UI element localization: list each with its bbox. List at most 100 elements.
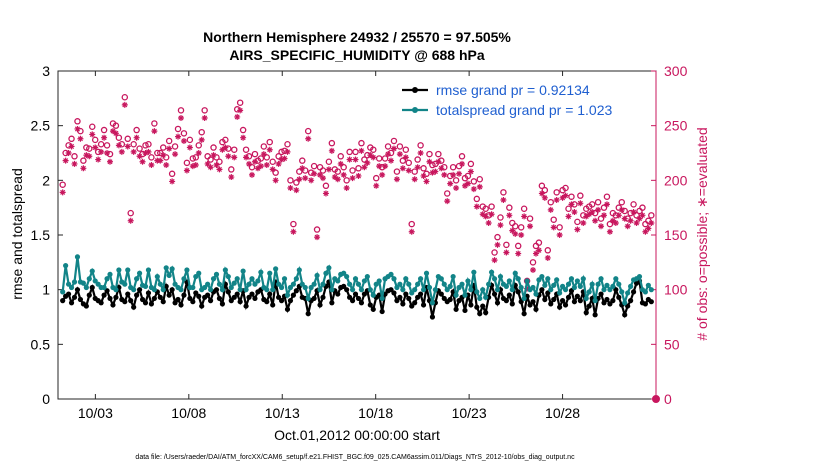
count-possible-marker — [387, 149, 395, 157]
count-possible-marker — [603, 193, 611, 200]
count-possible-marker — [316, 163, 324, 171]
series-point-1 — [580, 276, 586, 282]
count-possible-marker — [284, 141, 291, 148]
count-evaluated-marker — [349, 175, 356, 182]
count-evaluated-marker — [580, 219, 587, 226]
count-possible-marker — [299, 157, 306, 164]
series-point-0 — [68, 300, 75, 306]
count-possible-marker — [535, 239, 543, 246]
count-evaluated-marker — [476, 183, 483, 190]
count-evaluated-marker — [624, 223, 631, 230]
count-possible-marker — [195, 142, 202, 149]
series-point-0 — [417, 291, 424, 297]
count-possible-marker — [405, 159, 413, 167]
count-evaluated-marker — [157, 157, 164, 164]
count-possible-marker — [488, 203, 495, 210]
count-evaluated-marker — [121, 101, 128, 108]
series-point-1 — [524, 278, 530, 284]
count-evaluated-marker — [269, 166, 276, 173]
count-evaluated-marker — [408, 228, 415, 235]
count-possible-marker — [512, 223, 519, 230]
count-possible-marker — [503, 241, 510, 249]
series-point-0 — [267, 291, 273, 297]
series-point-1 — [222, 267, 228, 273]
count-possible-marker — [86, 145, 93, 152]
count-evaluated-marker — [390, 145, 397, 152]
series-point-1 — [388, 271, 394, 277]
count-evaluated-marker — [494, 241, 501, 248]
count-possible-marker — [340, 163, 347, 171]
count-evaluated-marker — [467, 168, 474, 175]
count-evaluated-marker — [364, 159, 371, 166]
series-point-0 — [483, 310, 489, 316]
series-point-1 — [506, 278, 512, 284]
series-point-0 — [515, 289, 521, 295]
count-evaluated-marker — [328, 147, 335, 154]
count-evaluated-marker — [248, 171, 255, 178]
count-evaluated-marker — [112, 130, 119, 137]
series-point-1 — [486, 281, 492, 287]
y-tick-label-right: 250 — [664, 118, 688, 134]
series-point-0 — [506, 292, 512, 298]
count-possible-marker — [287, 177, 294, 184]
series-point-0 — [557, 304, 563, 310]
count-possible-marker — [648, 212, 655, 219]
series-point-0 — [125, 291, 131, 297]
count-possible-marker — [642, 220, 649, 228]
count-possible-marker — [112, 122, 120, 129]
count-possible-marker — [293, 179, 300, 186]
series-point-0 — [311, 295, 317, 302]
count-possible-marker — [532, 242, 540, 250]
series-point-1 — [577, 283, 583, 289]
series-point-1 — [648, 287, 654, 293]
series-point-1 — [539, 273, 545, 280]
count-evaluated-marker — [488, 211, 495, 218]
count-evaluated-marker — [423, 178, 430, 185]
series-point-0 — [349, 298, 356, 304]
count-evaluated-marker — [322, 190, 329, 197]
series-point-0 — [577, 298, 583, 304]
series-point-1 — [326, 265, 332, 271]
series-point-1 — [477, 295, 483, 302]
series-point-1 — [166, 272, 172, 279]
count-possible-marker — [529, 259, 537, 266]
series-point-1 — [429, 300, 436, 306]
count-possible-marker — [83, 144, 90, 151]
series-point-1 — [136, 270, 143, 276]
series-point-0 — [284, 306, 291, 312]
series-point-1 — [225, 273, 231, 280]
count-evaluated-marker — [574, 226, 581, 233]
legend-box — [397, 76, 649, 124]
count-evaluated-marker — [127, 217, 134, 224]
count-possible-marker — [621, 207, 628, 215]
x-tick-label: 10/08 — [171, 405, 206, 421]
y-tick-label-left: 1 — [42, 282, 50, 298]
count-possible-marker — [236, 99, 244, 106]
count-evaluated-marker — [319, 175, 326, 182]
count-evaluated-marker — [615, 212, 622, 219]
series-point-0 — [278, 298, 285, 304]
count-possible-marker — [458, 153, 466, 160]
count-evaluated-marker — [358, 147, 365, 154]
series-point-1 — [160, 287, 166, 293]
series-point-1 — [270, 287, 276, 293]
count-possible-marker — [494, 233, 501, 241]
count-evaluated-marker — [314, 234, 321, 241]
count-possible-marker — [402, 146, 410, 153]
count-possible-marker — [594, 198, 602, 206]
x-tick-label: 10/13 — [265, 405, 300, 421]
count-possible-marker — [322, 182, 330, 190]
count-evaluated-marker — [612, 219, 619, 226]
count-possible-marker — [577, 192, 584, 199]
series-point-1 — [205, 281, 211, 287]
count-evaluated-marker — [74, 125, 81, 132]
series-point-1 — [447, 283, 453, 289]
count-possible-marker — [269, 158, 276, 165]
count-possible-marker — [497, 214, 504, 221]
count-evaluated-marker — [272, 177, 279, 184]
count-evaluated-marker — [518, 232, 525, 238]
x-tick-label: 10/18 — [358, 405, 393, 421]
count-evaluated-marker — [130, 148, 137, 155]
count-evaluated-marker — [450, 171, 457, 178]
